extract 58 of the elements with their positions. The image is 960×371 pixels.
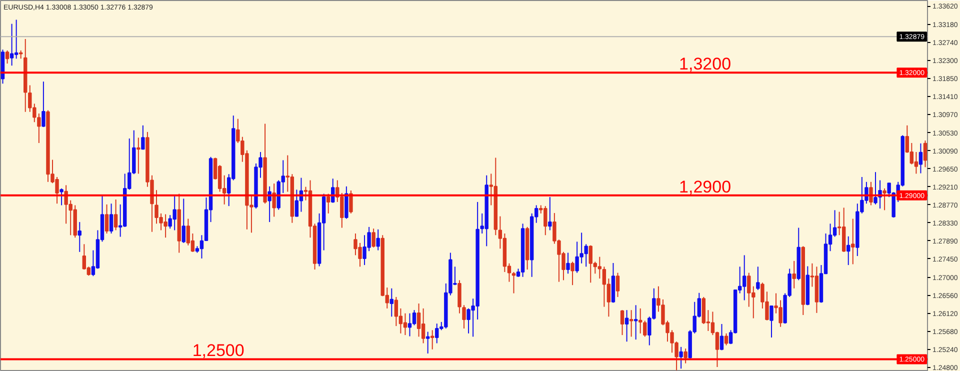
- candlestick: [882, 188, 886, 211]
- candlestick: [141, 124, 145, 150]
- candlestick: [104, 204, 109, 234]
- candlestick: [770, 305, 774, 338]
- candlestick: [412, 310, 416, 326]
- candlestick: [638, 308, 642, 334]
- candlestick: [548, 196, 552, 231]
- candlestick: [376, 228, 380, 251]
- candlestick: [570, 261, 574, 286]
- candlestick: [643, 320, 647, 338]
- candlestick: [684, 348, 688, 364]
- ref-line-label: 1,3200: [679, 54, 732, 74]
- candlestick: [720, 324, 724, 351]
- candlestick: [136, 137, 140, 174]
- candlestick: [598, 256, 602, 280]
- candlestick: [42, 81, 46, 128]
- candlestick: [430, 330, 434, 350]
- candlestick: [566, 252, 570, 274]
- ref-line-label: 1,2900: [679, 177, 732, 196]
- candlestick: [394, 296, 398, 327]
- candlestick: [634, 304, 638, 340]
- candlestick: [182, 198, 186, 244]
- candlestick: [390, 288, 394, 318]
- candlestick: [756, 266, 760, 291]
- candlestick: [679, 346, 683, 370]
- candlestick: [403, 312, 408, 336]
- candlestick: [10, 23, 14, 66]
- candlestick: [344, 186, 348, 220]
- candlestick: [372, 228, 376, 248]
- candlestick: [421, 308, 426, 344]
- candlestick: [109, 203, 114, 234]
- candlestick: [294, 189, 299, 218]
- candlestick: [616, 272, 620, 298]
- candlestick: [408, 312, 412, 337]
- candlestick: [846, 236, 850, 266]
- candlestick: [114, 199, 118, 231]
- candlestick: [426, 331, 430, 354]
- candlestick: [914, 152, 918, 174]
- candlestick: [5, 50, 10, 64]
- candlestick: [918, 142, 923, 174]
- candlestick: [629, 310, 634, 338]
- candlestick: [60, 188, 64, 206]
- candlestick: [326, 193, 330, 214]
- candlestick: [78, 222, 82, 252]
- candlestick: [620, 310, 624, 336]
- candlestick: [349, 190, 353, 214]
- candlestick: [416, 303, 421, 338]
- candlestick: [792, 260, 796, 289]
- candlestick: [624, 310, 629, 342]
- candlestick: [14, 19, 18, 60]
- candlestick: [851, 218, 855, 265]
- candlestick: [512, 271, 516, 294]
- candlestick: [724, 332, 728, 346]
- ref-line-label: 1,2500: [192, 341, 244, 360]
- candlestick: [602, 266, 606, 308]
- candlestick: [272, 183, 276, 218]
- candlestick: [923, 140, 928, 168]
- candlestick: [435, 323, 439, 344]
